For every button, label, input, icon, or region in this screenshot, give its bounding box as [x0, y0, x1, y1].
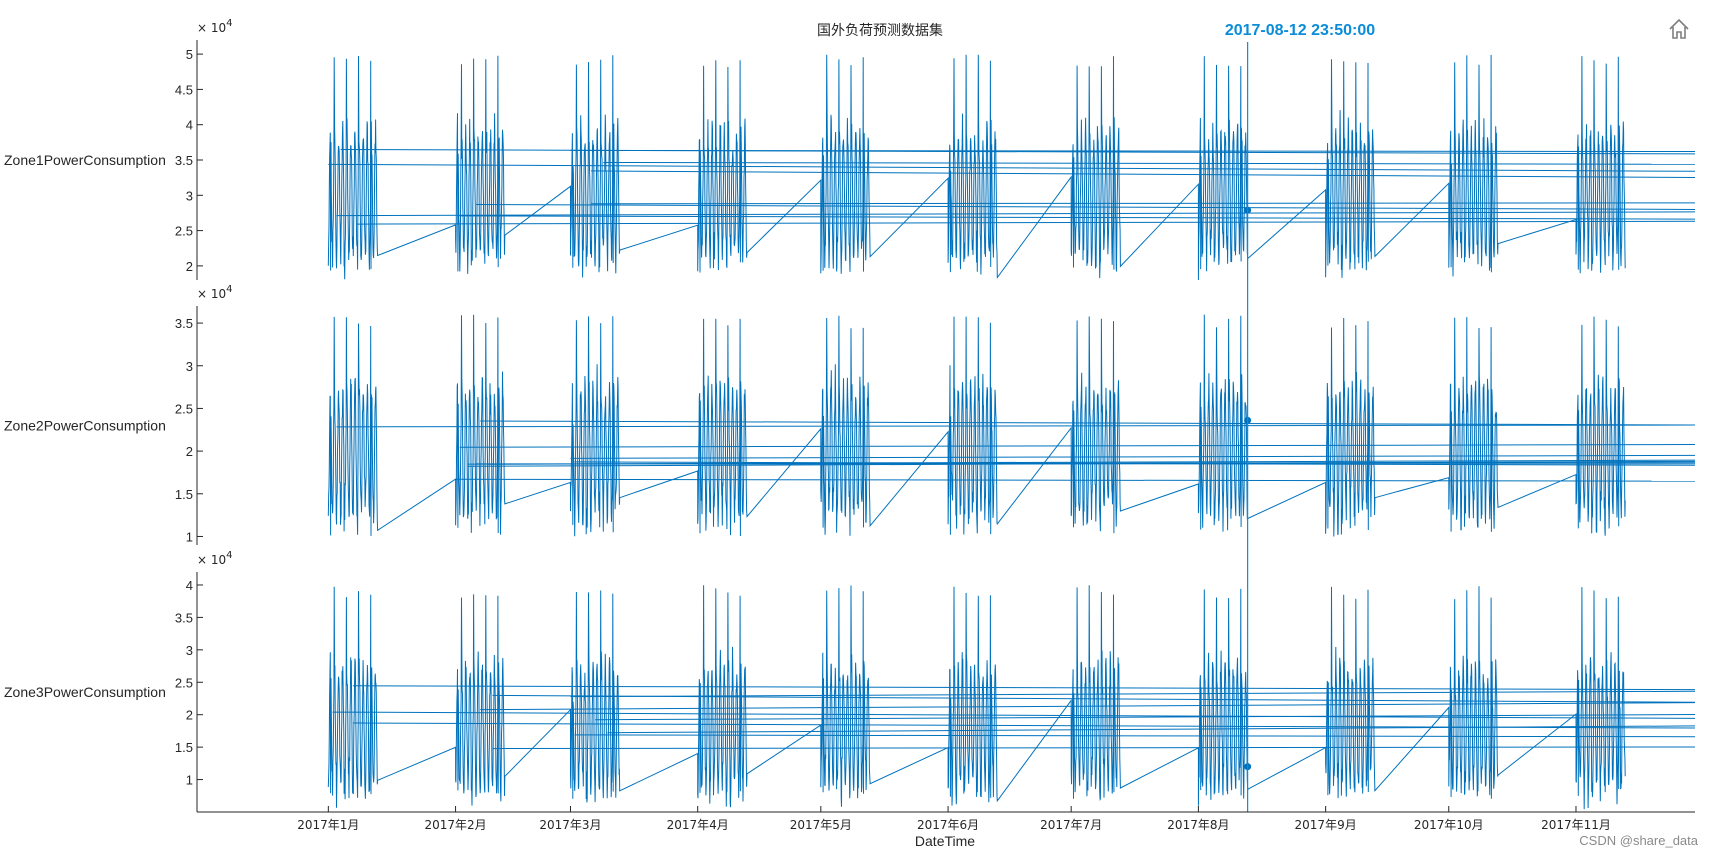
series-line	[327, 54, 1626, 281]
x-tick-label: 2017年5月	[790, 818, 852, 832]
series-connector	[352, 685, 1696, 691]
series-connector	[480, 420, 1696, 426]
y-tick-label: 2.5	[175, 675, 193, 690]
series-connector	[570, 690, 1696, 698]
series-connector	[492, 746, 1696, 750]
y-exponent-label: × 104	[197, 284, 233, 301]
series-connector	[603, 161, 1696, 165]
x-tick-label: 2017年8月	[1167, 818, 1229, 832]
home-icon	[1669, 18, 1689, 39]
series-connector	[492, 694, 1696, 703]
series-connector	[476, 204, 1696, 210]
y-tick-label: 1.5	[175, 740, 193, 755]
y-tick-label: 4.5	[175, 82, 193, 97]
home-button[interactable]	[1666, 16, 1692, 42]
x-tick-label: 2017年2月	[424, 818, 486, 832]
series-connector	[570, 454, 1696, 459]
series-connector	[590, 202, 1696, 205]
series-connector	[574, 734, 1696, 738]
series-connector	[570, 149, 1696, 153]
series-connector	[595, 714, 1696, 721]
series-connector	[480, 702, 1696, 711]
x-tick-label: 2017年4月	[667, 818, 729, 832]
y-tick-label: 1	[186, 773, 193, 788]
x-axis-label: DateTime	[915, 833, 975, 849]
series-connector	[340, 148, 1696, 155]
y-tick-label: 1	[186, 529, 193, 544]
y-tick-label: 5	[186, 47, 193, 62]
series-connector	[357, 220, 1696, 225]
y-axis-label: Zone2PowerConsumption	[4, 418, 166, 434]
x-tick-label: 2017年3月	[539, 818, 601, 832]
x-tick-label: 2017年9月	[1295, 818, 1357, 832]
y-tick-label: 4	[186, 118, 193, 133]
y-tick-label: 3	[186, 188, 193, 203]
y-axis-label: Zone1PowerConsumption	[4, 152, 166, 168]
series-connector	[328, 163, 1696, 172]
x-tick-label: 2017年1月	[297, 818, 359, 832]
series-connector	[336, 211, 1696, 217]
series-connector	[336, 424, 1696, 428]
x-tick-label: 2017年7月	[1040, 818, 1102, 832]
y-axis-label: Zone3PowerConsumption	[4, 684, 166, 700]
x-tick-label: 2017年10月	[1414, 818, 1484, 832]
series-connector	[607, 725, 1696, 734]
series-connector	[459, 215, 1696, 220]
y-tick-label: 3.5	[175, 153, 193, 168]
y-tick-label: 2	[186, 444, 193, 459]
y-tick-label: 2.5	[175, 224, 193, 239]
panel-1: 2 2.5 3 3.5 4 4.5 5 × 104 Zone1PowerConsumption	[4, 18, 1696, 281]
series-line	[327, 585, 1626, 810]
panel-3: 1 1.5 2 2.5 3 3.5 4 × 104 Zone3PowerConsumption	[4, 550, 1696, 812]
y-tick-label: 3	[186, 359, 193, 374]
series-connector	[455, 478, 1696, 482]
series-connector	[332, 711, 1696, 719]
figure-title: 国外负荷预测数据集	[817, 23, 943, 39]
y-tick-label: 2	[186, 259, 193, 274]
series-connector	[459, 444, 1696, 448]
y-tick-label: 1.5	[175, 487, 193, 502]
y-tick-label: 2	[186, 708, 193, 723]
panel-2: 1 1.5 2 2.5 3 3.5 × 104 Zone2PowerConsumption	[4, 284, 1696, 545]
y-tick-label: 4	[186, 578, 193, 593]
x-tick-label: 2017年6月	[917, 818, 979, 832]
y-tick-label: 3.5	[175, 316, 193, 331]
y-exponent-label: × 104	[197, 18, 233, 35]
y-exponent-label: × 104	[197, 550, 233, 567]
series-line	[327, 314, 1626, 537]
watermark: CSDN @share_data	[1579, 833, 1698, 848]
cursor-datetime-label: 2017-08-12 23:50:00	[1224, 22, 1376, 39]
x-tick-label: 2017年11月	[1541, 818, 1611, 832]
y-tick-label: 2.5	[175, 401, 193, 416]
series-connector	[590, 170, 1696, 179]
y-tick-label: 3	[186, 643, 193, 658]
y-tick-label: 3.5	[175, 610, 193, 625]
